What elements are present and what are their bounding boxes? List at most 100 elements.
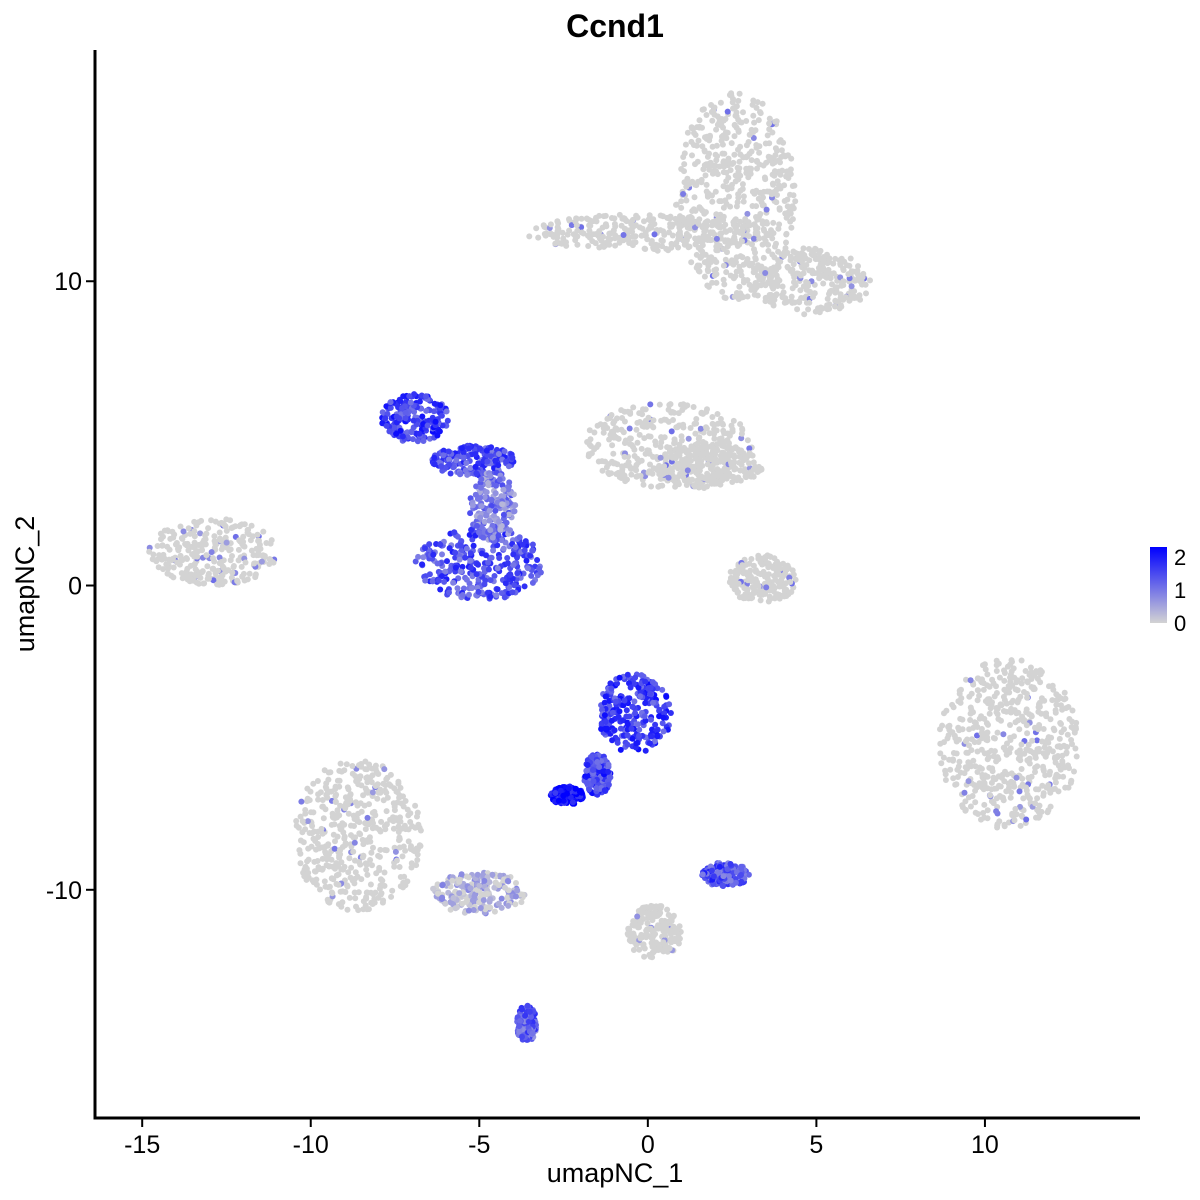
cell-point xyxy=(469,502,476,509)
cell-point xyxy=(636,726,643,733)
cell-point xyxy=(176,561,183,568)
cell-point xyxy=(678,437,685,444)
cell-point xyxy=(1059,752,1066,759)
cell-point xyxy=(488,496,495,503)
cell-point xyxy=(634,214,641,221)
cell-point xyxy=(305,797,312,804)
cell-point xyxy=(605,761,612,768)
cell-point xyxy=(405,838,412,845)
cell-point xyxy=(204,563,211,570)
cell-point xyxy=(382,847,388,853)
cell-point xyxy=(376,867,383,874)
cell-point xyxy=(981,801,988,808)
cell-point xyxy=(529,541,536,548)
cell-point xyxy=(993,808,1000,815)
cell-point xyxy=(198,546,205,553)
cell-point xyxy=(381,823,388,830)
cell-point xyxy=(713,279,720,286)
cell-point xyxy=(784,249,791,256)
cell-point xyxy=(646,450,653,457)
cell-point xyxy=(764,132,771,139)
cell-point xyxy=(393,430,400,437)
cell-point xyxy=(487,577,494,584)
cell-point xyxy=(501,448,508,455)
cell-point xyxy=(627,684,634,691)
cell-point xyxy=(787,191,793,198)
cell-point xyxy=(628,471,635,478)
cell-point xyxy=(711,104,718,111)
cell-point xyxy=(431,454,438,461)
cell-point xyxy=(1001,686,1008,693)
cell-point xyxy=(965,778,972,785)
cell-point xyxy=(336,846,343,853)
cell-point xyxy=(383,789,390,796)
cell-point xyxy=(350,834,357,841)
cell-point xyxy=(634,419,641,426)
cell-point xyxy=(855,294,862,301)
cell-point xyxy=(647,691,653,697)
cell-point xyxy=(628,725,635,732)
cell-point xyxy=(665,215,672,222)
cell-point xyxy=(753,203,760,210)
cell-point xyxy=(759,276,766,282)
cell-point xyxy=(612,242,619,249)
cell-point xyxy=(724,249,730,256)
cell-point xyxy=(739,238,745,245)
cell-point xyxy=(824,295,831,302)
cell-point xyxy=(381,869,388,876)
cell-point xyxy=(1014,699,1021,706)
cell-point xyxy=(760,254,767,261)
cell-point xyxy=(942,771,949,778)
cell-point xyxy=(784,203,791,210)
cell-point xyxy=(797,287,804,294)
cell-point xyxy=(611,727,618,734)
cell-point xyxy=(840,267,847,274)
cell-point xyxy=(605,469,612,476)
cell-point xyxy=(169,528,176,535)
cell-point xyxy=(248,547,255,554)
cell-point xyxy=(737,143,744,150)
cell-point xyxy=(523,557,530,564)
cell-point xyxy=(806,299,813,306)
cell-point xyxy=(467,550,474,557)
cell-point xyxy=(320,803,326,810)
cell-point xyxy=(774,192,780,198)
cell-point xyxy=(434,432,441,439)
cell-point xyxy=(351,823,357,829)
cell-point xyxy=(652,438,659,445)
cell-point xyxy=(646,740,653,747)
cell-point xyxy=(647,461,653,468)
cell-point xyxy=(714,411,721,417)
cell-point xyxy=(665,418,672,425)
cell-point xyxy=(764,220,770,227)
cell-point xyxy=(626,240,633,246)
cell-point xyxy=(768,273,775,280)
cell-point xyxy=(486,507,493,514)
cell-point xyxy=(617,725,624,732)
cell-point xyxy=(498,537,505,544)
cell-point xyxy=(717,416,724,422)
cell-point xyxy=(481,877,488,884)
cell-point xyxy=(709,414,716,420)
cell-point xyxy=(705,268,712,275)
cell-point xyxy=(605,239,612,246)
cell-point xyxy=(985,721,991,728)
cell-point xyxy=(505,486,512,493)
cell-point xyxy=(463,899,470,905)
cell-point xyxy=(692,235,699,242)
cell-point xyxy=(187,530,194,537)
cell-point xyxy=(419,561,426,568)
cell-point xyxy=(729,99,736,106)
cell-point xyxy=(990,774,997,781)
cell-point xyxy=(240,533,247,540)
cell-point xyxy=(683,197,690,204)
cell-point xyxy=(193,522,200,529)
cell-point xyxy=(600,425,607,432)
cluster-left-blob xyxy=(146,516,278,588)
cell-point xyxy=(457,568,464,575)
cell-point xyxy=(600,213,607,220)
cell-point xyxy=(632,710,639,717)
cell-point xyxy=(816,275,823,282)
cell-point xyxy=(588,753,595,760)
cell-point xyxy=(511,582,518,589)
